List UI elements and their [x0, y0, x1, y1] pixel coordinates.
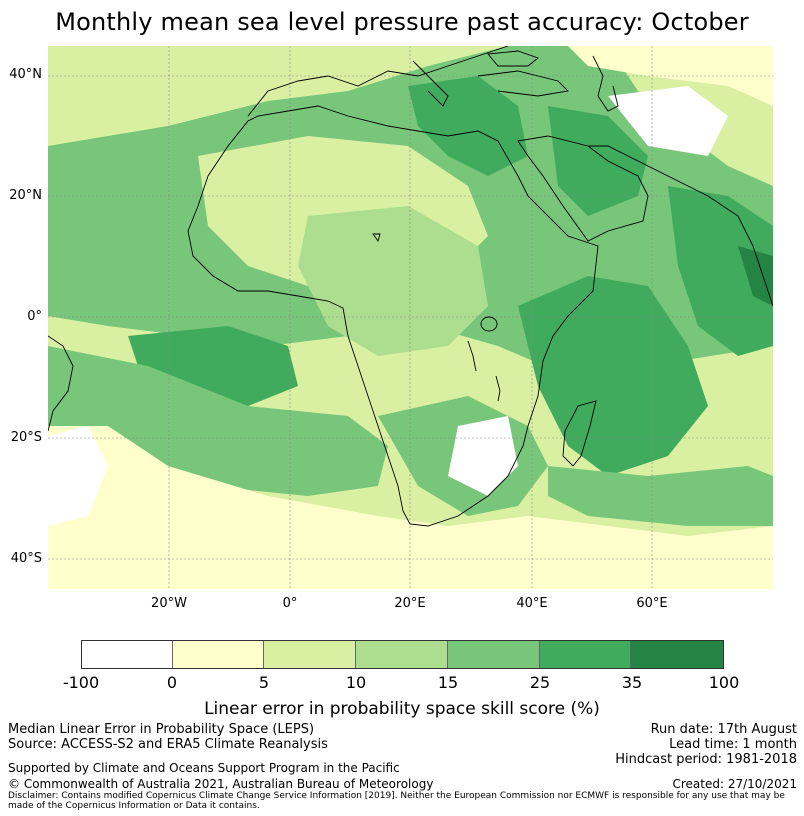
lat-label-0: 0° [27, 309, 42, 324]
colorbar-tick: 10 [345, 673, 367, 692]
colorbar-segment-4 [447, 641, 540, 668]
colorbar-segment-3 [356, 641, 448, 668]
colorbar-tick: 15 [437, 673, 459, 692]
lat-label-40n: 40°N [9, 67, 42, 82]
india-coastline [687, 185, 773, 307]
zone-eastafrica-green [518, 276, 708, 476]
colorbar-tick: 35 [621, 673, 643, 692]
zone-southwest-white [48, 426, 108, 526]
zone-southafrica-white [448, 416, 518, 496]
zone-india-darkest [738, 246, 773, 306]
lake-chad [372, 233, 381, 243]
south-america-coastline [48, 335, 74, 432]
skill-zones [48, 46, 773, 589]
madagascar-coastline [562, 400, 597, 467]
zone-caspian-white [608, 86, 728, 156]
black-sea-coastline [487, 50, 539, 67]
lon-label-0: 0° [282, 596, 298, 611]
hindcast-period: Hindcast period: 1981-2018 [615, 752, 797, 767]
zone-south-pale [48, 426, 773, 589]
colorbar-tick: 25 [529, 673, 551, 692]
run-date: Run date: 17th August [650, 722, 797, 737]
colorbar-segment-6 [631, 641, 724, 668]
zone-arabia-green [548, 106, 648, 216]
lon-label-60e: 60°E [636, 596, 668, 611]
africa-coastline [187, 105, 599, 527]
lake-malawi [495, 375, 501, 402]
zone-south-ocean-green [548, 466, 773, 526]
graticule [48, 46, 773, 589]
colorbar-tick: 100 [708, 673, 740, 692]
skill-score-map [48, 46, 773, 589]
europe-coastline [247, 46, 509, 117]
lake-tanganyika [467, 340, 477, 372]
lon-label-20w: 20°W [151, 596, 187, 611]
zone-central-africa-light [298, 206, 488, 356]
leps-description: Median Linear Error in Probability Space… [8, 722, 315, 737]
lake-victoria [480, 316, 498, 332]
colorbar-tick: 5 [258, 673, 270, 692]
support-note: Supported by Climate and Oceans Support … [8, 761, 400, 775]
copyright-notice: © Commonwealth of Australia 2021, Austra… [8, 777, 434, 791]
disclaimer: Disclaimer: Contains modified Copernicus… [8, 791, 785, 811]
lead-time: Lead time: 1 month [669, 737, 797, 752]
italy-coastline [412, 60, 449, 107]
zone-indian-dark [668, 186, 773, 356]
coastlines [48, 46, 773, 527]
turkey-coastline [477, 70, 569, 97]
data-source: Source: ACCESS-S2 and ERA5 Climate Reana… [8, 737, 328, 752]
lat-label-20n: 20°N [9, 188, 42, 203]
created-date: Created: 27/10/2021 [672, 777, 797, 791]
colorbar-tick: -100 [62, 673, 100, 692]
map-title: Monthly mean sea level pressure past acc… [55, 8, 749, 36]
persian-gulf-coastline [588, 145, 689, 187]
colorbar-label: Linear error in probability space skill … [204, 699, 600, 719]
lon-label-20e: 20°E [394, 596, 426, 611]
zone-europe-pale [568, 46, 773, 106]
zone-north-pale [48, 46, 468, 146]
colorbar-tick: 0 [166, 673, 178, 692]
colorbar-segment-2 [264, 641, 357, 668]
colorbar-segment-5 [539, 641, 632, 668]
lat-label-40s: 40°S [10, 551, 42, 566]
lon-label-40e: 40°E [516, 596, 548, 611]
caspian-coastline [592, 55, 619, 112]
colorbar [81, 640, 724, 669]
colorbar-segment-1 [172, 641, 265, 668]
lat-label-20s: 20°S [10, 430, 42, 445]
colorbar-segment-0 [82, 641, 173, 668]
